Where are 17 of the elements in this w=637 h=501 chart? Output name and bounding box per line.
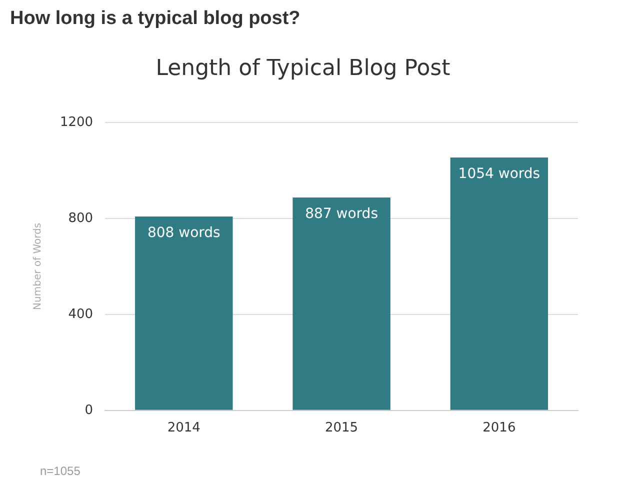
chart-title: How long is a typical blog post? — [10, 8, 302, 30]
x-tick-label: 2014 — [167, 420, 200, 436]
data-label: 808 words — [147, 225, 220, 242]
data-label: 887 words — [305, 206, 378, 222]
y-tick-label: 800 — [68, 210, 94, 226]
y-tick-label: 1200 — [60, 114, 94, 130]
text: n=1055 — [40, 464, 82, 478]
x-tick-label: 2015 — [324, 420, 358, 436]
data-label: 1054 words — [458, 166, 540, 182]
y-axis-title: Number of Words — [32, 222, 44, 310]
x-tick-label: 2016 — [482, 420, 516, 436]
chart-subtitle: Length of Typical Blog Post — [156, 56, 451, 81]
bar — [292, 198, 390, 410]
y-tick-label: 0 — [84, 402, 94, 418]
bar — [450, 157, 548, 410]
bar — [135, 216, 233, 410]
y-tick-label: 400 — [68, 306, 94, 322]
